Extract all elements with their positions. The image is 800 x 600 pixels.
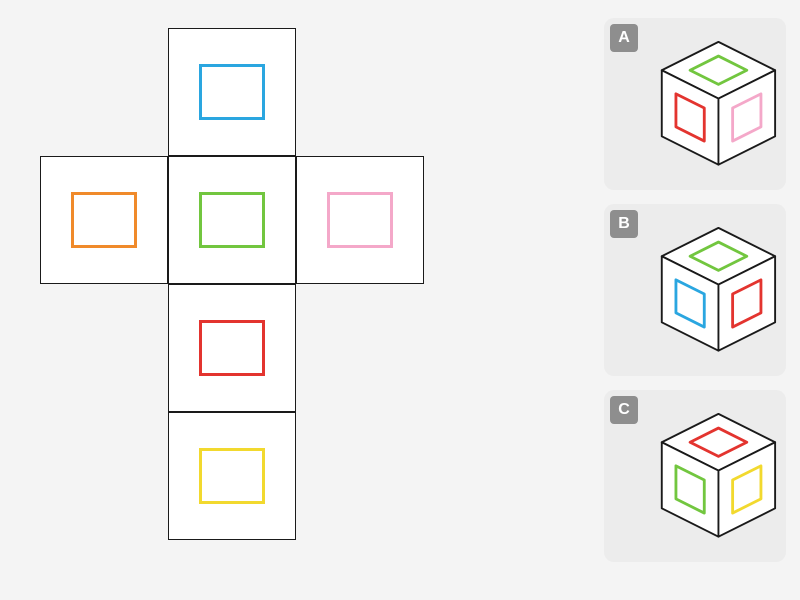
net-square-green bbox=[199, 192, 265, 248]
cube-icon bbox=[624, 400, 794, 560]
cube-icon bbox=[624, 214, 794, 374]
net-square-pink bbox=[327, 192, 393, 248]
net-cell-yellow bbox=[168, 412, 296, 540]
net-cell-red bbox=[168, 284, 296, 412]
net-cell-blue bbox=[168, 28, 296, 156]
options-panel: ABC bbox=[600, 0, 800, 600]
cube-icon bbox=[624, 28, 794, 188]
option-c[interactable]: C bbox=[604, 390, 786, 562]
net-cell-orange bbox=[40, 156, 168, 284]
net-area bbox=[0, 0, 600, 600]
net-square-orange bbox=[71, 192, 137, 248]
net-cell-green bbox=[168, 156, 296, 284]
option-a[interactable]: A bbox=[604, 18, 786, 190]
option-b[interactable]: B bbox=[604, 204, 786, 376]
net-square-blue bbox=[199, 64, 265, 120]
net-cell-pink bbox=[296, 156, 424, 284]
net-square-red bbox=[199, 320, 265, 376]
net-square-yellow bbox=[199, 448, 265, 504]
